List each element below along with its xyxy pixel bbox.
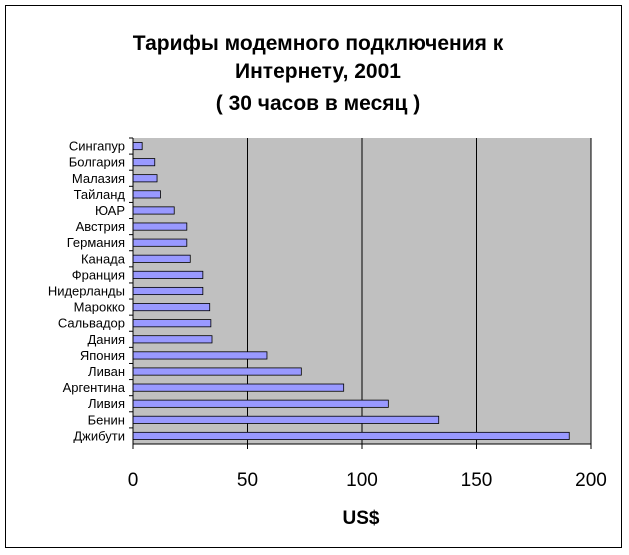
chart-title-line-1: Тарифы модемного подключения к bbox=[133, 32, 504, 55]
bar bbox=[132, 174, 158, 183]
category-label: Болгария bbox=[69, 155, 125, 170]
category-label: ЮАР bbox=[95, 203, 125, 218]
x-tick-label: 0 bbox=[128, 470, 139, 491]
category-label: Нидерланды bbox=[48, 284, 125, 299]
bar bbox=[132, 431, 570, 440]
x-tick-label: 200 bbox=[575, 470, 607, 491]
category-label: Германия bbox=[67, 235, 125, 250]
category-label: Аргентина bbox=[63, 380, 126, 395]
category-label: Ливан bbox=[88, 364, 125, 379]
bar bbox=[132, 222, 188, 231]
category-labels: СингапурБолгарияМалазияТайландЮАРАвстрия… bbox=[48, 137, 133, 443]
category-label: Тайланд bbox=[74, 187, 126, 202]
category-label: Дания bbox=[87, 332, 125, 347]
bar bbox=[132, 367, 302, 376]
bar bbox=[132, 335, 213, 344]
x-tick-label: 50 bbox=[237, 470, 258, 491]
x-tick-labels: 0 50 100 150 200 bbox=[128, 444, 607, 491]
bar bbox=[132, 158, 156, 167]
bar bbox=[132, 351, 268, 360]
bar bbox=[132, 319, 212, 328]
bar bbox=[132, 254, 191, 263]
category-label: Сингапур bbox=[69, 139, 125, 154]
bar bbox=[132, 206, 175, 215]
category-label: Малазия bbox=[72, 171, 125, 186]
bar bbox=[132, 415, 440, 424]
category-label: Ливия bbox=[88, 396, 125, 411]
bar bbox=[132, 270, 204, 279]
bar bbox=[132, 383, 345, 392]
category-label: Джибути bbox=[73, 428, 125, 443]
grid-lines bbox=[247, 138, 592, 444]
bar bbox=[132, 399, 389, 408]
bar bbox=[132, 238, 188, 247]
category-label: Австрия bbox=[76, 219, 125, 234]
chart-title-line-2: Интернету, 2001 bbox=[235, 60, 401, 83]
bar bbox=[132, 190, 161, 199]
category-label: Франция bbox=[72, 267, 125, 282]
category-label: Бенин bbox=[88, 412, 125, 427]
x-tick-label: 100 bbox=[346, 470, 378, 491]
x-tick-label: 150 bbox=[461, 470, 493, 491]
category-label: Марокко bbox=[74, 300, 125, 315]
bars bbox=[132, 142, 570, 440]
x-axis-title: US$ bbox=[343, 508, 380, 529]
bar bbox=[132, 303, 211, 312]
category-label: Канада bbox=[81, 251, 126, 266]
bar bbox=[132, 286, 204, 296]
chart-title-line-3: ( 30 часов в месяц ) bbox=[216, 92, 421, 115]
bar bbox=[132, 142, 143, 151]
category-label: Сальвадор bbox=[58, 316, 125, 331]
category-label: Япония bbox=[80, 348, 125, 363]
